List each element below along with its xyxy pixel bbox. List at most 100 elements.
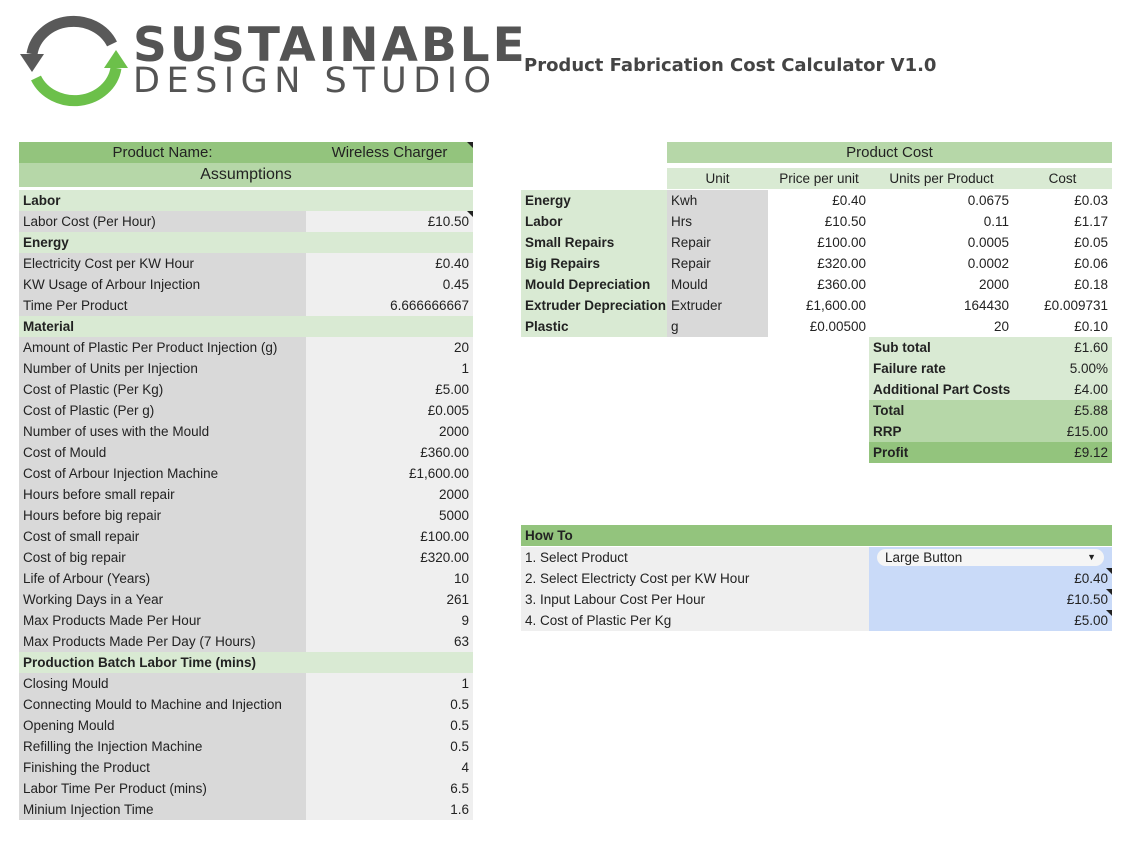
assumption-value[interactable]: £10.50 (306, 211, 473, 232)
cost-item-unit: Repair (667, 253, 768, 274)
cost-row: Labor Hrs £10.50 0.11 £1.17 (521, 211, 1112, 232)
assumption-label: Max Products Made Per Day (7 Hours) (19, 631, 306, 652)
column-header-unit: Unit (667, 168, 768, 189)
assumption-label: Cost of Arbour Injection Machine (19, 463, 306, 484)
assumption-value: 1.6 (306, 799, 473, 820)
cost-item-cost: £0.009731 (1044, 298, 1108, 313)
summary-row: RRP £15.00 (869, 421, 1112, 442)
column-header-price: Price per unit (768, 168, 870, 189)
cost-item-units: 0.0002 (967, 256, 1009, 271)
assumption-value: 9 (306, 610, 473, 631)
assumption-value: 2000 (306, 484, 473, 505)
cost-item-name: Big Repairs (521, 253, 667, 274)
assumption-value: 0.5 (306, 694, 473, 715)
assumption-label: Labor Cost (Per Hour) (19, 211, 306, 232)
assumption-label: Hours before big repair (19, 505, 306, 526)
assumption-row: Finishing the Product 4 (19, 757, 473, 778)
cost-item-cost: £0.18 (1074, 277, 1108, 292)
cost-item-price: £100.00 (817, 235, 866, 250)
summary-label: Total (869, 400, 1013, 421)
plastic-cost-input[interactable]: £5.00 (869, 610, 1112, 631)
assumption-label: Closing Mould (19, 673, 306, 694)
assumption-value: 1 (306, 358, 473, 379)
cost-item-unit: Repair (667, 232, 768, 253)
assumption-label: Connecting Mould to Machine and Injectio… (19, 694, 306, 715)
summary-row: Total £5.88 (869, 400, 1112, 421)
cost-item-name: Plastic (521, 316, 667, 337)
assumption-label: KW Usage of Arbour Injection (19, 274, 306, 295)
cost-item-unit: Mould (667, 274, 768, 295)
assumption-value: £100.00 (306, 526, 473, 547)
assumption-value: 0.45 (306, 274, 473, 295)
assumption-row: Max Products Made Per Hour 9 (19, 610, 473, 631)
product-cost-title: Product Cost (667, 142, 1112, 163)
product-cost-column-headers: Unit Price per unit Units per Product Co… (667, 168, 1112, 189)
electricity-cost-input[interactable]: £0.40 (869, 568, 1112, 589)
howto-title: How To (521, 525, 1112, 546)
assumption-label: Number of Units per Injection (19, 358, 306, 379)
assumption-row: Amount of Plastic Per Product Injection … (19, 337, 473, 358)
product-select-cell: Large Button ▼ (869, 547, 1112, 568)
assumption-label: Amount of Plastic Per Product Injection … (19, 337, 306, 358)
summary-value: £9.12 (1013, 442, 1112, 463)
summary-label: Failure rate (869, 358, 1013, 379)
assumption-value: 20 (306, 337, 473, 358)
cost-row: Plastic g £0.00500 20 £0.10 (521, 316, 1112, 337)
howto-step-row: 4. Cost of Plastic Per Kg £5.00 (521, 610, 1112, 631)
assumption-label: Refilling the Injection Machine (19, 736, 306, 757)
assumption-row: Labor Cost (Per Hour) £10.50 (19, 211, 473, 232)
assumption-label: Working Days in a Year (19, 589, 306, 610)
howto-step-row: 2. Select Electricty Cost per KW Hour £0.… (521, 568, 1112, 589)
howto-step-label: 2. Select Electricty Cost per KW Hour (521, 568, 869, 589)
cost-row: Mould Depreciation Mould £360.00 2000 £0.18 (521, 274, 1112, 295)
assumption-row: Connecting Mould to Machine and Injectio… (19, 694, 473, 715)
summary-label: Sub total (869, 337, 1013, 358)
assumption-label: Hours before small repair (19, 484, 306, 505)
assumption-value: £1,600.00 (306, 463, 473, 484)
assumption-label: Electricity Cost per KW Hour (19, 253, 306, 274)
howto-step-label: 3. Input Labour Cost Per Hour (521, 589, 869, 610)
assumption-value: 0.5 (306, 736, 473, 757)
assumptions-title: Assumptions (19, 163, 473, 187)
cost-item-name: Labor (521, 211, 667, 232)
product-select-value: Large Button (885, 550, 963, 565)
assumption-label: Life of Arbour (Years) (19, 568, 306, 589)
logo-text-line2: DESIGN STUDIO (133, 61, 498, 101)
assumption-row: Closing Mould 1 (19, 673, 473, 694)
assumption-value: 261 (306, 589, 473, 610)
cost-item-name: Small Repairs (521, 232, 667, 253)
section-title: Labor (19, 190, 473, 211)
product-name-row: Product Name: Wireless Charger (19, 142, 473, 163)
cost-item-units: 2000 (978, 277, 1009, 292)
assumption-value: 4 (306, 757, 473, 778)
cost-item-cost: £0.10 (1074, 319, 1108, 334)
assumption-value: 10 (306, 568, 473, 589)
assumption-row: Refilling the Injection Machine 0.5 (19, 736, 473, 757)
summary-value: £5.88 (1013, 400, 1112, 421)
cost-item-price: £0.00500 (809, 319, 866, 334)
assumption-row: KW Usage of Arbour Injection 0.45 (19, 274, 473, 295)
assumption-row: Max Products Made Per Day (7 Hours) 63 (19, 631, 473, 652)
product-select[interactable]: Large Button ▼ (877, 549, 1104, 566)
assumption-value: 6.5 (306, 778, 473, 799)
summary-row: Additional Part Costs £4.00 (869, 379, 1112, 400)
summary-row: Profit £9.12 (869, 442, 1112, 463)
assumption-row: Number of Units per Injection 1 (19, 358, 473, 379)
cost-item-unit: Kwh (667, 190, 768, 211)
assumption-label: Finishing the Product (19, 757, 306, 778)
assumption-row: Cost of Mould £360.00 (19, 442, 473, 463)
summary-row: Sub total £1.60 (869, 337, 1112, 358)
summary-label: RRP (869, 421, 1013, 442)
howto-step-row: 1. Select Product Large Button ▼ (521, 547, 1112, 568)
section-title: Material (19, 316, 473, 337)
section-header-row: Labor (19, 190, 473, 211)
assumption-label: Cost of Mould (19, 442, 306, 463)
cost-item-unit: g (667, 316, 768, 337)
assumption-value: £360.00 (306, 442, 473, 463)
labour-cost-input[interactable]: £10.50 (869, 589, 1112, 610)
cost-item-price: £10.50 (824, 214, 866, 229)
cost-item-cost: £0.05 (1074, 235, 1108, 250)
assumption-value: 0.5 (306, 715, 473, 736)
assumption-value: 1 (306, 673, 473, 694)
product-name-value[interactable]: Wireless Charger (306, 142, 473, 163)
